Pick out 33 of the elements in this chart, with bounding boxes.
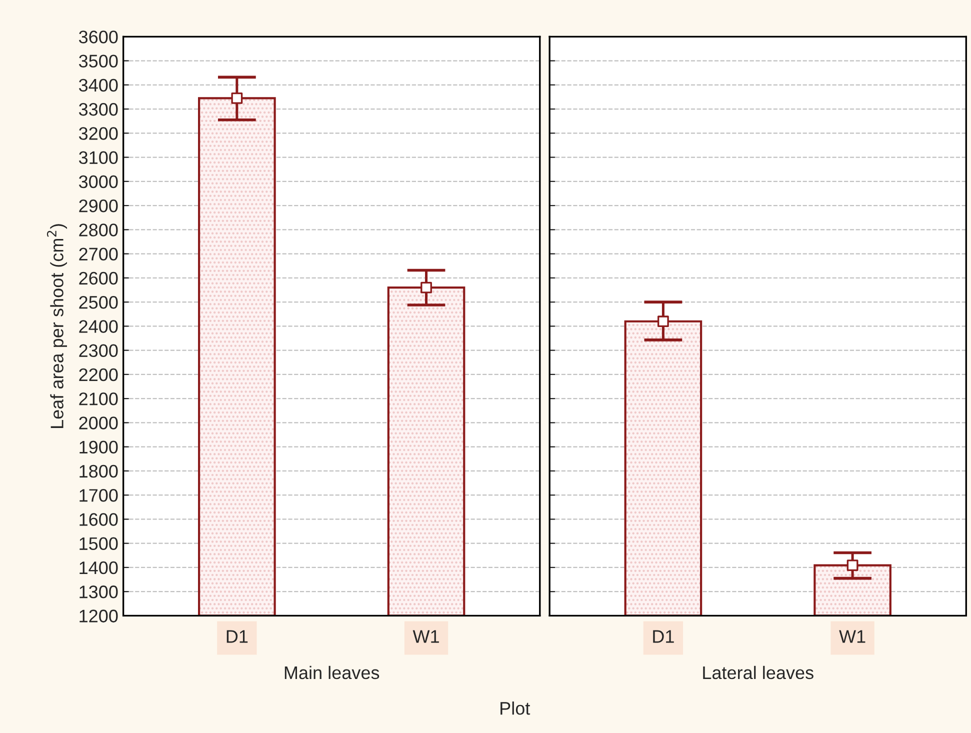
y-tick-label: 3600 [78,30,118,44]
y-tick-label: 1600 [80,513,118,526]
y-tick-label: 2900 [79,199,118,212]
y-tick-label: 2800 [79,224,118,236]
y-tick-label: 2200 [79,368,118,382]
text: Plot [500,702,530,715]
x-axis-title: Lateral leaves [703,666,814,680]
x-tick-label: D1 [226,630,248,643]
y-axis-title: Leaf area per shoot (cm$^{2}$) [46,224,67,428]
y-tick-label: 3100 [78,151,118,164]
y-tick-label: 2500 [79,296,118,309]
y-tick-label: 2300 [79,344,118,358]
y-tick-label: 3500 [78,54,118,68]
y-tick-label: 3400 [78,78,118,92]
y-tick-label: 2000 [79,416,118,430]
y-tick-label: 1300 [80,586,118,598]
y-tick-label: 1400 [80,561,118,574]
y-tick-label: 3200 [78,127,118,140]
x-axis-title: Main leaves [284,666,380,680]
y-tick-label: 2600 [79,272,118,285]
y-tick-label: 2100 [79,392,118,406]
y-tick-label: 1200 [80,610,118,622]
y-tick-label: 1500 [80,537,118,550]
y-tick-label: 1900 [80,440,118,454]
y-tick-label: 2400 [79,320,118,333]
y-tick-label: 1800 [80,464,118,478]
x-tick-label: W1 [839,630,866,643]
y-tick-label: 3300 [78,102,118,116]
y-tick-label: 1700 [80,489,118,502]
x-tick-label: D1 [653,630,674,643]
y-tick-label: 3000 [78,175,118,188]
y-tick-label: 2700 [79,248,118,261]
x-tick-label: W1 [412,630,439,643]
